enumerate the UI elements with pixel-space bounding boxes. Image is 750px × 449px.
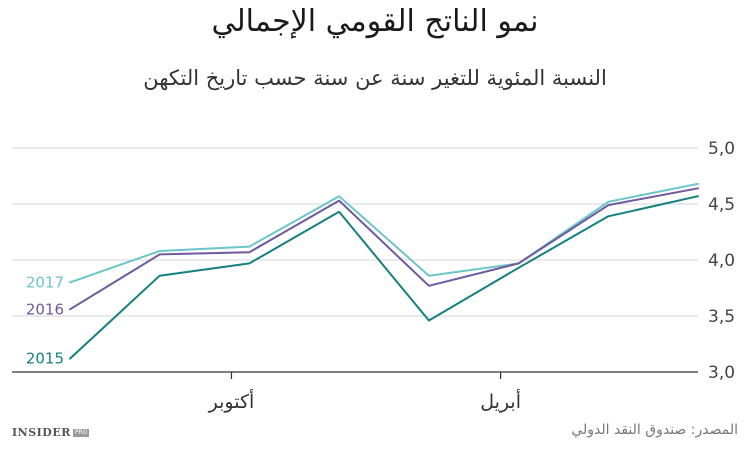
chart-subtitle: النسبة المئوية للتغير سنة عن سنة حسب تار… <box>143 66 607 90</box>
gridlines <box>12 147 698 373</box>
series-label-2017: 2017 <box>26 273 64 291</box>
y-tick-label: 4,0 <box>708 251 735 271</box>
series-lines <box>69 182 699 360</box>
y-tick-label: 3,5 <box>708 307 735 327</box>
x-tick-label: أكتوبر <box>208 389 255 413</box>
series-labels: 2017 2016 2015 <box>26 273 64 367</box>
x-tick-label: أبريل <box>480 389 521 413</box>
series-line-2017 <box>69 182 699 284</box>
logo-pro-badge: PRO <box>72 428 90 437</box>
series-label-2016: 2016 <box>26 300 64 318</box>
logo-text: INSIDER <box>12 426 71 439</box>
series-line-2015 <box>69 195 699 360</box>
source-note: المصدر: صندوق النقد الدولي <box>571 422 738 438</box>
x-axis-ticks: أكتوبر أبريل <box>208 372 521 413</box>
y-axis-ticks: 3,0 3,5 4,0 4,5 5,0 <box>708 139 735 383</box>
insider-pro-logo: INSIDER PRO <box>12 426 90 439</box>
y-tick-label: 5,0 <box>708 139 735 159</box>
chart-title: نمو الناتج القومي الإجمالي <box>211 4 539 39</box>
y-tick-label: 3,0 <box>708 363 735 383</box>
series-line-2016 <box>69 187 699 311</box>
series-label-2015: 2015 <box>26 350 64 368</box>
y-tick-label: 4,5 <box>708 195 735 215</box>
